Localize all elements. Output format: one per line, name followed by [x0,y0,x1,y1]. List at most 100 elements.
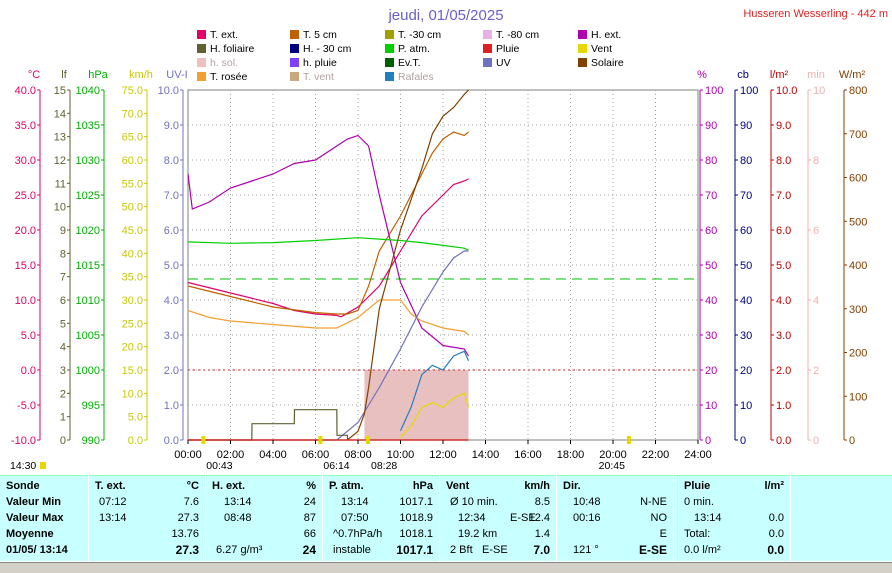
axis-tick-label: 6 [60,295,66,307]
axis-tick-label: 25.0 [122,318,143,330]
axis-tick-label: 35.0 [15,120,36,132]
t-ext-value: 7.6 [183,496,199,508]
axis-unit: W/m² [839,69,866,81]
weather-chart: jeudi, 01/05/2025 Husseren Wesserling - … [10,7,888,472]
axis-tick-label: 10.0 [15,295,36,307]
axis-tick-label: 55.0 [122,178,143,190]
legend-swatch [578,58,587,67]
legend-label: T. -80 cm [496,29,539,41]
axis-tick-label: 1.0 [164,400,179,412]
axis-tick-label: 0 [813,435,819,447]
h-ext-abs: 6.27 g/m³ [216,544,263,556]
sonde-row: 01/05/ 13:14 [6,544,68,556]
dir-degrees: 121 ° [573,544,599,556]
axis-tick-label: 10 [740,400,752,412]
legend-label: h. pluie [303,57,337,69]
axis-tick-label: 8 [813,155,819,167]
summary-panel-vent: Vent km/h Ø 10 min. 8.5 12:34 E-SE 12.4 19.2… [440,475,556,561]
axis-tick-label: 1035 [76,120,100,132]
summary-panel-p-atm: P. atm. hPa 13:14 1017.1 07:50 1018.9 ^0.7h… [323,475,439,561]
p-atm-current: 1017.1 [396,543,433,557]
axis-tick-label: 6.0 [164,225,179,237]
legend-label: H. - 30 cm [303,43,352,55]
t-ext-time: 13:14 [99,512,127,524]
axis-tick-label: 200 [849,348,867,360]
axis-tick-label: 10.0 [158,85,179,97]
vent-title: Vent [446,480,470,492]
legend-swatch [197,58,206,67]
axis-tick-label: 2.0 [776,365,791,377]
series-line [187,237,469,251]
series-line [400,392,470,439]
p-atm-state: instable [333,544,371,556]
axis-tick-label: 4.0 [776,295,791,307]
vent-label: Ø 10 min. [450,496,498,508]
axis-tick-label: 100 [740,85,758,97]
axis-tick-label: 50.0 [122,202,143,214]
x-tick-label: 24:00 [684,449,712,461]
legend-swatch [197,44,206,53]
dir-value: E [659,528,667,540]
axis-tick-label: 14 [54,108,66,120]
axis-tick-label: 5.0 [776,260,791,272]
axis-tick-label: -10.0 [11,435,36,447]
legend-swatch [290,72,299,81]
sonde-row: Valeur Min [6,496,62,508]
chart-title: jeudi, 01/05/2025 [387,7,503,24]
pluie-value: 0.0 [768,528,784,540]
marker-sun [201,436,206,444]
legend-label: Pluie [496,43,520,55]
axis-tick-label: 8.0 [776,155,791,167]
p-atm-time: 07:50 [341,512,369,524]
p-atm-value: 1018.1 [399,528,433,540]
dir-title: Dir. [563,480,581,492]
p-atm-time: 13:14 [341,496,369,508]
legend-swatch [578,44,587,53]
legend-label: P. atm. [398,43,430,55]
dir-value: N-NE [640,496,667,508]
x-tick-label: 18:00 [557,449,585,461]
axis-unit: lf [61,69,67,81]
axis-tick-label: 995 [82,400,100,412]
summary-panel-sonde: Sonde Valeur Min Valeur Max Moyenne 01/0… [0,475,88,561]
h-ext-time: 13:14 [224,496,252,508]
axis-tick-label: 1015 [76,260,100,272]
axis-tick-label: 8.0 [164,155,179,167]
dir-time: 00:16 [573,512,601,524]
axis-tick-label: 80 [705,155,717,167]
p-atm-value: 1017.1 [399,496,433,508]
axis-tick-label: 30.0 [122,295,143,307]
legend-label: H. foliaire [210,43,255,55]
axis-tick-label: 1030 [76,155,100,167]
pluie-total-label: Total: [684,528,711,540]
axis-tick-label: 70.0 [122,108,143,120]
pluie-time: 13:14 [694,512,722,524]
axis-tick-label: 0.0 [164,435,179,447]
series-line [188,89,469,441]
h-ext-value: 24 [303,496,316,508]
axis-tick-label: 12 [54,155,66,167]
axis-tick-label: 15.0 [122,365,143,377]
pluie-unit: l/m² [764,480,784,492]
axis-tick-label: 90 [705,120,717,132]
marker-label: 14:30 [10,460,36,472]
axis-tick-label: 5.0 [21,330,36,342]
pluie-current: 0.0 [767,543,784,557]
legend-swatch [385,44,394,53]
legend-label: Vent [591,43,612,55]
x-tick-label: 06:00 [302,449,330,461]
legend-swatch [385,72,394,81]
axis-tick-label: 990 [82,435,100,447]
pluie-label: 0 min. [684,496,714,508]
axis-tick-label: 3 [60,365,66,377]
axis-tick-label: 40.0 [122,248,143,260]
legend-swatch [290,30,299,39]
axis-tick-label: 7.0 [164,190,179,202]
series-line [187,299,469,336]
marker-sun [318,436,323,444]
axis-tick-label: 1040 [76,85,100,97]
axis-tick-label: 2 [60,388,66,400]
t-ext-value: 27.3 [177,512,199,524]
marker-sun [365,436,370,444]
legend-swatch [483,30,492,39]
